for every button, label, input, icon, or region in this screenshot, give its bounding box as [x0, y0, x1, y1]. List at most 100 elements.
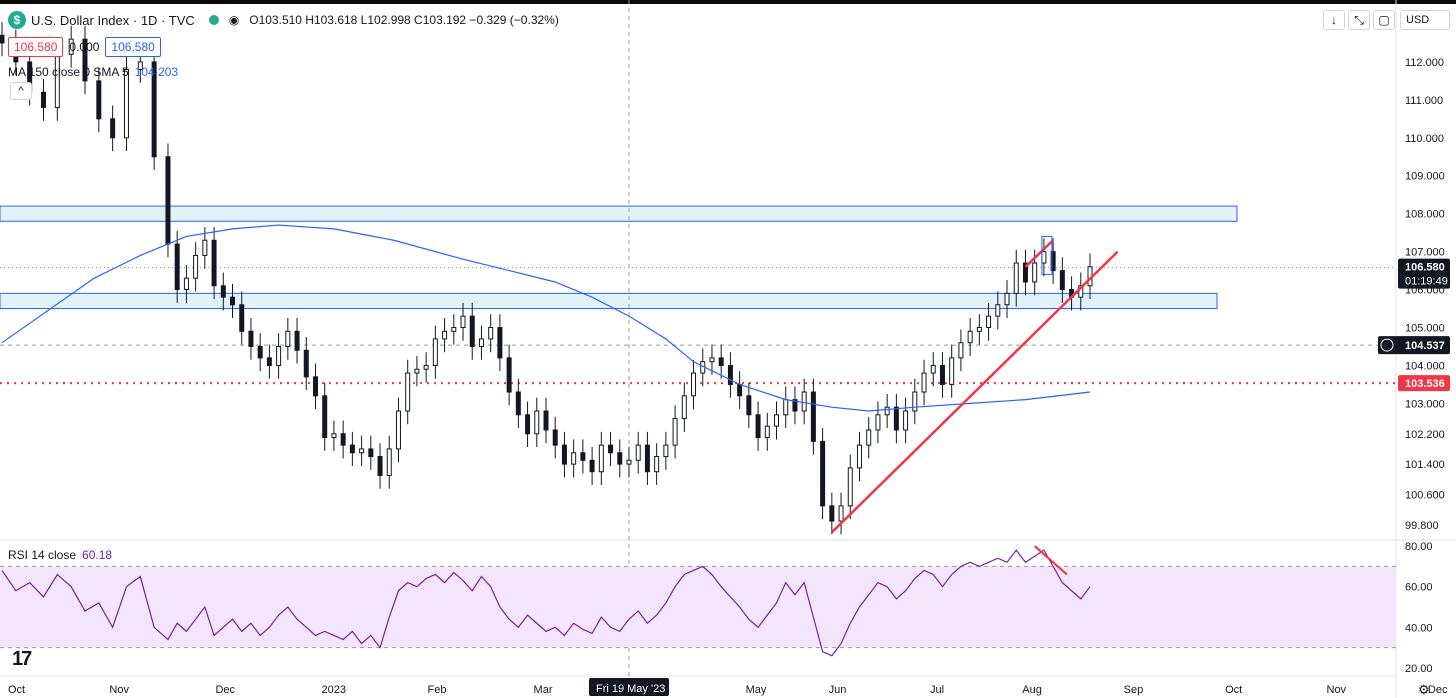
- candle-up: [995, 304, 1001, 317]
- price-axis-tick: 112.000: [1405, 57, 1444, 69]
- fullscreen-button[interactable]: ⤡: [1348, 10, 1370, 30]
- candle-down: [718, 357, 724, 366]
- candle-up: [202, 239, 208, 256]
- buy-button[interactable]: 106.580: [105, 37, 161, 57]
- candle-up: [68, 38, 74, 55]
- candle-up: [976, 327, 982, 332]
- candle-up: [331, 433, 337, 439]
- candle-down: [257, 345, 263, 359]
- symbol-title[interactable]: U.S. Dollar Index · 1D · TVC: [31, 12, 195, 28]
- candle-up: [691, 372, 697, 397]
- candle-up: [764, 425, 770, 439]
- candle-up: [875, 414, 881, 431]
- price-axis-tick: 108.000: [1405, 209, 1445, 221]
- candle-up: [930, 364, 936, 374]
- candle-down: [580, 452, 586, 461]
- candle-up: [193, 254, 199, 279]
- candle-down: [1059, 270, 1065, 291]
- screen-icon: ▢: [1378, 13, 1390, 27]
- rsi-axis-tick: 60.00: [1405, 582, 1433, 594]
- candle-up: [460, 315, 466, 329]
- candle-up: [414, 368, 420, 374]
- candle-up: [598, 444, 604, 473]
- candle-down: [1050, 251, 1056, 272]
- screen-button[interactable]: ▢: [1373, 10, 1395, 30]
- time-axis-label: Dec: [1428, 684, 1448, 696]
- buy-sell-legend: 106.580 0.000 106.580: [8, 37, 161, 57]
- candle-up: [838, 505, 844, 522]
- candle-down: [829, 505, 835, 522]
- candle-down: [220, 285, 226, 298]
- candle-down: [515, 391, 521, 416]
- candle-up: [359, 448, 365, 454]
- collapse-legend-button[interactable]: ^: [10, 82, 32, 100]
- download-button[interactable]: ↓: [1323, 10, 1345, 30]
- rsi-divergence-line: [1034, 545, 1068, 576]
- ma150-line: [1, 224, 1091, 412]
- ma-legend[interactable]: MA 150 close 0 SMA 5 104.203: [8, 65, 178, 79]
- sell-button[interactable]: 106.580: [8, 37, 64, 57]
- rsi-line: [1, 549, 1091, 657]
- candle-down: [151, 61, 157, 158]
- candle-up: [663, 444, 669, 458]
- candle-up: [1041, 251, 1047, 264]
- candle-down: [82, 38, 88, 82]
- candle-down: [211, 239, 217, 287]
- ma-label: MA 150 close 0 SMA 5: [8, 65, 129, 79]
- candle-down: [266, 357, 272, 366]
- rsi-legend[interactable]: RSI 14 close 60.18: [8, 548, 112, 562]
- candle-down: [893, 406, 899, 431]
- dollar-icon: $: [8, 11, 26, 29]
- time-axis-label: Aug: [1022, 684, 1042, 696]
- candle-up: [442, 330, 448, 340]
- price-axis-tick: 100.600: [1405, 489, 1445, 501]
- rsi-label: RSI 14 close: [8, 548, 77, 562]
- candle-up: [123, 69, 129, 139]
- time-axis-label: Sep: [1124, 684, 1144, 696]
- candle-up: [672, 418, 678, 446]
- rsi-value: 60.18: [82, 548, 113, 562]
- price-axis-tick: 111.000: [1405, 95, 1443, 107]
- time-axis-label: Oct: [1225, 684, 1242, 696]
- candle-down: [737, 383, 743, 397]
- ma-value: 104.203: [134, 65, 179, 79]
- candle-down: [0, 34, 5, 44]
- arrow-down-icon: ↓: [1331, 13, 1337, 27]
- currency-select[interactable]: USD: [1400, 10, 1450, 30]
- candle-up: [681, 395, 687, 420]
- candle-down: [497, 327, 503, 359]
- candle-up: [137, 61, 143, 71]
- candle-up: [654, 456, 660, 473]
- dotted-level-label-bg: [1398, 375, 1450, 392]
- candle-up: [405, 372, 411, 412]
- candle-down: [727, 364, 733, 385]
- gear-icon[interactable]: ⚙: [1418, 682, 1430, 697]
- candle-down: [110, 118, 116, 139]
- candle-down: [552, 429, 558, 446]
- candle-up: [967, 330, 973, 344]
- candle-down: [820, 440, 826, 507]
- candle-up: [1032, 262, 1038, 283]
- time-axis-label: Oct: [8, 684, 25, 696]
- candle-up: [183, 277, 189, 291]
- candle-up: [903, 410, 909, 431]
- candle-down: [617, 452, 623, 465]
- crosshair-price-bg: [1378, 336, 1450, 355]
- crosshair-price-label: 104.537: [1405, 340, 1445, 352]
- time-axis-label: Jun: [829, 684, 847, 696]
- candle-up: [884, 406, 890, 416]
- candle-up: [709, 357, 715, 363]
- time-axis-label: May: [746, 684, 767, 696]
- symbol-legend: $ U.S. Dollar Index · 1D · TVC ◉ O103.51…: [8, 11, 559, 29]
- candle-down: [248, 330, 254, 347]
- candle-up: [1013, 262, 1019, 294]
- price-axis-tick: 104.000: [1405, 360, 1445, 372]
- candle-down: [755, 414, 761, 439]
- eye-icon[interactable]: ◉: [228, 13, 240, 27]
- candle-up: [801, 391, 807, 412]
- last-price-bg: [1398, 258, 1450, 289]
- price-axis-tick: 99.800: [1405, 520, 1439, 532]
- candle-up: [986, 315, 992, 329]
- price-axis-tick: 101.400: [1405, 459, 1445, 471]
